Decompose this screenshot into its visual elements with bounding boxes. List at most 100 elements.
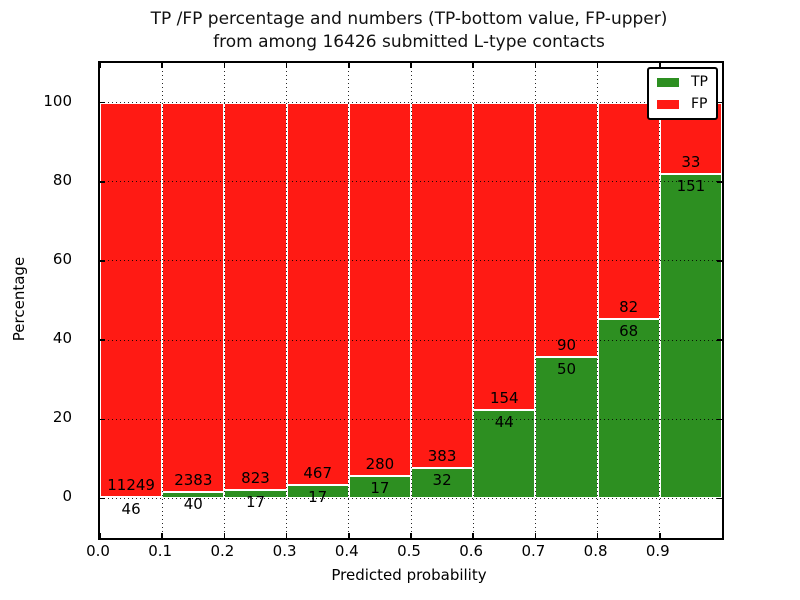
x-tick-label: 0.0 xyxy=(86,542,110,560)
y-tick-mark-left xyxy=(100,497,105,500)
x-tick-mark-bottom xyxy=(659,533,661,538)
y-tick-mark-right xyxy=(717,418,722,420)
y-tick-label: 0 xyxy=(62,487,72,506)
x-tick-mark-top xyxy=(348,63,350,68)
x-gridline xyxy=(659,63,661,538)
chart-title-line1: TP /FP percentage and numbers (TP-bottom… xyxy=(150,9,668,29)
y-tick-mark-right xyxy=(717,101,722,104)
x-tick-label: 0.4 xyxy=(334,542,359,560)
legend: TP FP xyxy=(647,67,718,120)
y-tick-label: 100 xyxy=(43,91,72,110)
tp-count-label: 17 xyxy=(308,487,328,506)
fp-bar xyxy=(100,102,163,497)
fp-bar xyxy=(348,102,411,476)
x-tick-mark-top xyxy=(410,63,412,68)
fp-count-label: 383 xyxy=(427,446,457,465)
fp-color-swatch xyxy=(657,100,679,109)
tp-count-label: 46 xyxy=(121,499,141,518)
tp-color-swatch xyxy=(657,78,679,87)
tp-count-label: 44 xyxy=(494,413,514,432)
tp-bar xyxy=(224,490,287,499)
x-tick-mark-bottom xyxy=(534,533,537,538)
x-gridline xyxy=(410,63,412,538)
x-tick-mark-top xyxy=(659,63,661,68)
x-tick-mark-bottom xyxy=(472,533,474,538)
chart-title-line2: from among 16426 submitted L-type contac… xyxy=(213,32,605,52)
y-tick-label: 80 xyxy=(52,170,72,189)
tp-count-label: 151 xyxy=(676,176,706,195)
y-tick-label: 20 xyxy=(52,408,72,427)
fp-count-label: 90 xyxy=(556,336,577,355)
fp-count-label: 467 xyxy=(303,463,332,482)
x-gridline xyxy=(348,63,350,538)
y-tick-mark-left xyxy=(100,339,105,341)
legend-entry-fp: FP xyxy=(657,97,708,112)
fp-count-label: 33 xyxy=(681,152,701,171)
legend-label-fp: FP xyxy=(691,96,708,112)
tp-bar xyxy=(535,357,598,499)
tp-count-label: 17 xyxy=(245,493,266,512)
fp-count-label: 82 xyxy=(619,297,639,316)
y-tick-mark-right xyxy=(717,181,722,183)
x-gridline xyxy=(534,63,536,538)
x-tick-mark-top xyxy=(534,63,537,68)
x-gridline xyxy=(161,63,163,538)
tp-bar xyxy=(659,173,722,499)
x-tick-label: 0.9 xyxy=(645,542,670,560)
x-gridline xyxy=(472,63,474,538)
x-tick-mark-top xyxy=(285,63,288,68)
x-tick-mark-bottom xyxy=(223,533,226,538)
x-gridline xyxy=(286,63,288,538)
y-tick-label: 60 xyxy=(52,249,72,268)
x-tick-mark-top xyxy=(99,63,101,68)
y-tick-mark-left xyxy=(100,181,105,183)
fp-count-label: 11249 xyxy=(107,475,155,494)
x-tick-label: 0.1 xyxy=(148,542,173,560)
x-tick-mark-top xyxy=(161,63,163,68)
x-tick-mark-bottom xyxy=(596,533,599,538)
x-tick-mark-bottom xyxy=(348,533,350,538)
fp-bar xyxy=(473,102,536,411)
fp-count-label: 2383 xyxy=(174,470,213,489)
x-tick-label: 0.6 xyxy=(459,542,484,560)
tp-count-label: 17 xyxy=(370,478,390,497)
tp-bar xyxy=(286,484,349,499)
x-tick-mark-bottom xyxy=(285,533,288,538)
y-tick-mark-left xyxy=(100,101,105,104)
y-tick-mark-left xyxy=(100,260,105,262)
legend-label-tp: TP xyxy=(691,74,708,90)
fp-bar xyxy=(535,102,598,358)
plot-area: 11249 46 2383 40 823 17 467 17 280 17 383 32 154 44 90… xyxy=(98,61,724,540)
y-tick-mark-right xyxy=(717,497,722,500)
x-tick-label: 0.3 xyxy=(272,542,297,560)
chart-title: TP /FP percentage and numbers (TP-bottom… xyxy=(98,8,720,54)
x-tick-mark-bottom xyxy=(410,533,412,538)
tp-count-label: 40 xyxy=(183,494,203,513)
x-gridline xyxy=(223,63,225,538)
legend-entry-tp: TP xyxy=(657,75,708,90)
fp-count-label: 823 xyxy=(241,469,270,488)
fp-count-label: 280 xyxy=(365,454,395,473)
fp-bar xyxy=(224,102,287,491)
y-tick-mark-right xyxy=(717,339,722,341)
y-tick-label: 40 xyxy=(52,329,72,348)
x-tick-mark-bottom xyxy=(99,533,101,538)
x-tick-mark-top xyxy=(223,63,226,68)
x-tick-mark-top xyxy=(472,63,474,68)
x-tick-label: 0.8 xyxy=(583,542,608,560)
tp-bar xyxy=(597,318,660,499)
x-tick-label: 0.5 xyxy=(397,542,421,560)
fp-bar xyxy=(411,102,474,468)
y-tick-mark-right xyxy=(717,260,722,262)
x-gridline xyxy=(597,63,599,538)
y-axis-label: Percentage xyxy=(10,256,28,342)
tp-count-label: 68 xyxy=(619,321,639,340)
fp-bar xyxy=(162,102,225,492)
x-tick-mark-top xyxy=(596,63,599,68)
tp-count-label: 50 xyxy=(556,360,577,379)
x-axis-label: Predicted probability xyxy=(331,566,487,584)
fp-bar xyxy=(286,102,349,485)
x-tick-label: 0.2 xyxy=(210,542,235,560)
fp-count-label: 154 xyxy=(489,389,519,408)
